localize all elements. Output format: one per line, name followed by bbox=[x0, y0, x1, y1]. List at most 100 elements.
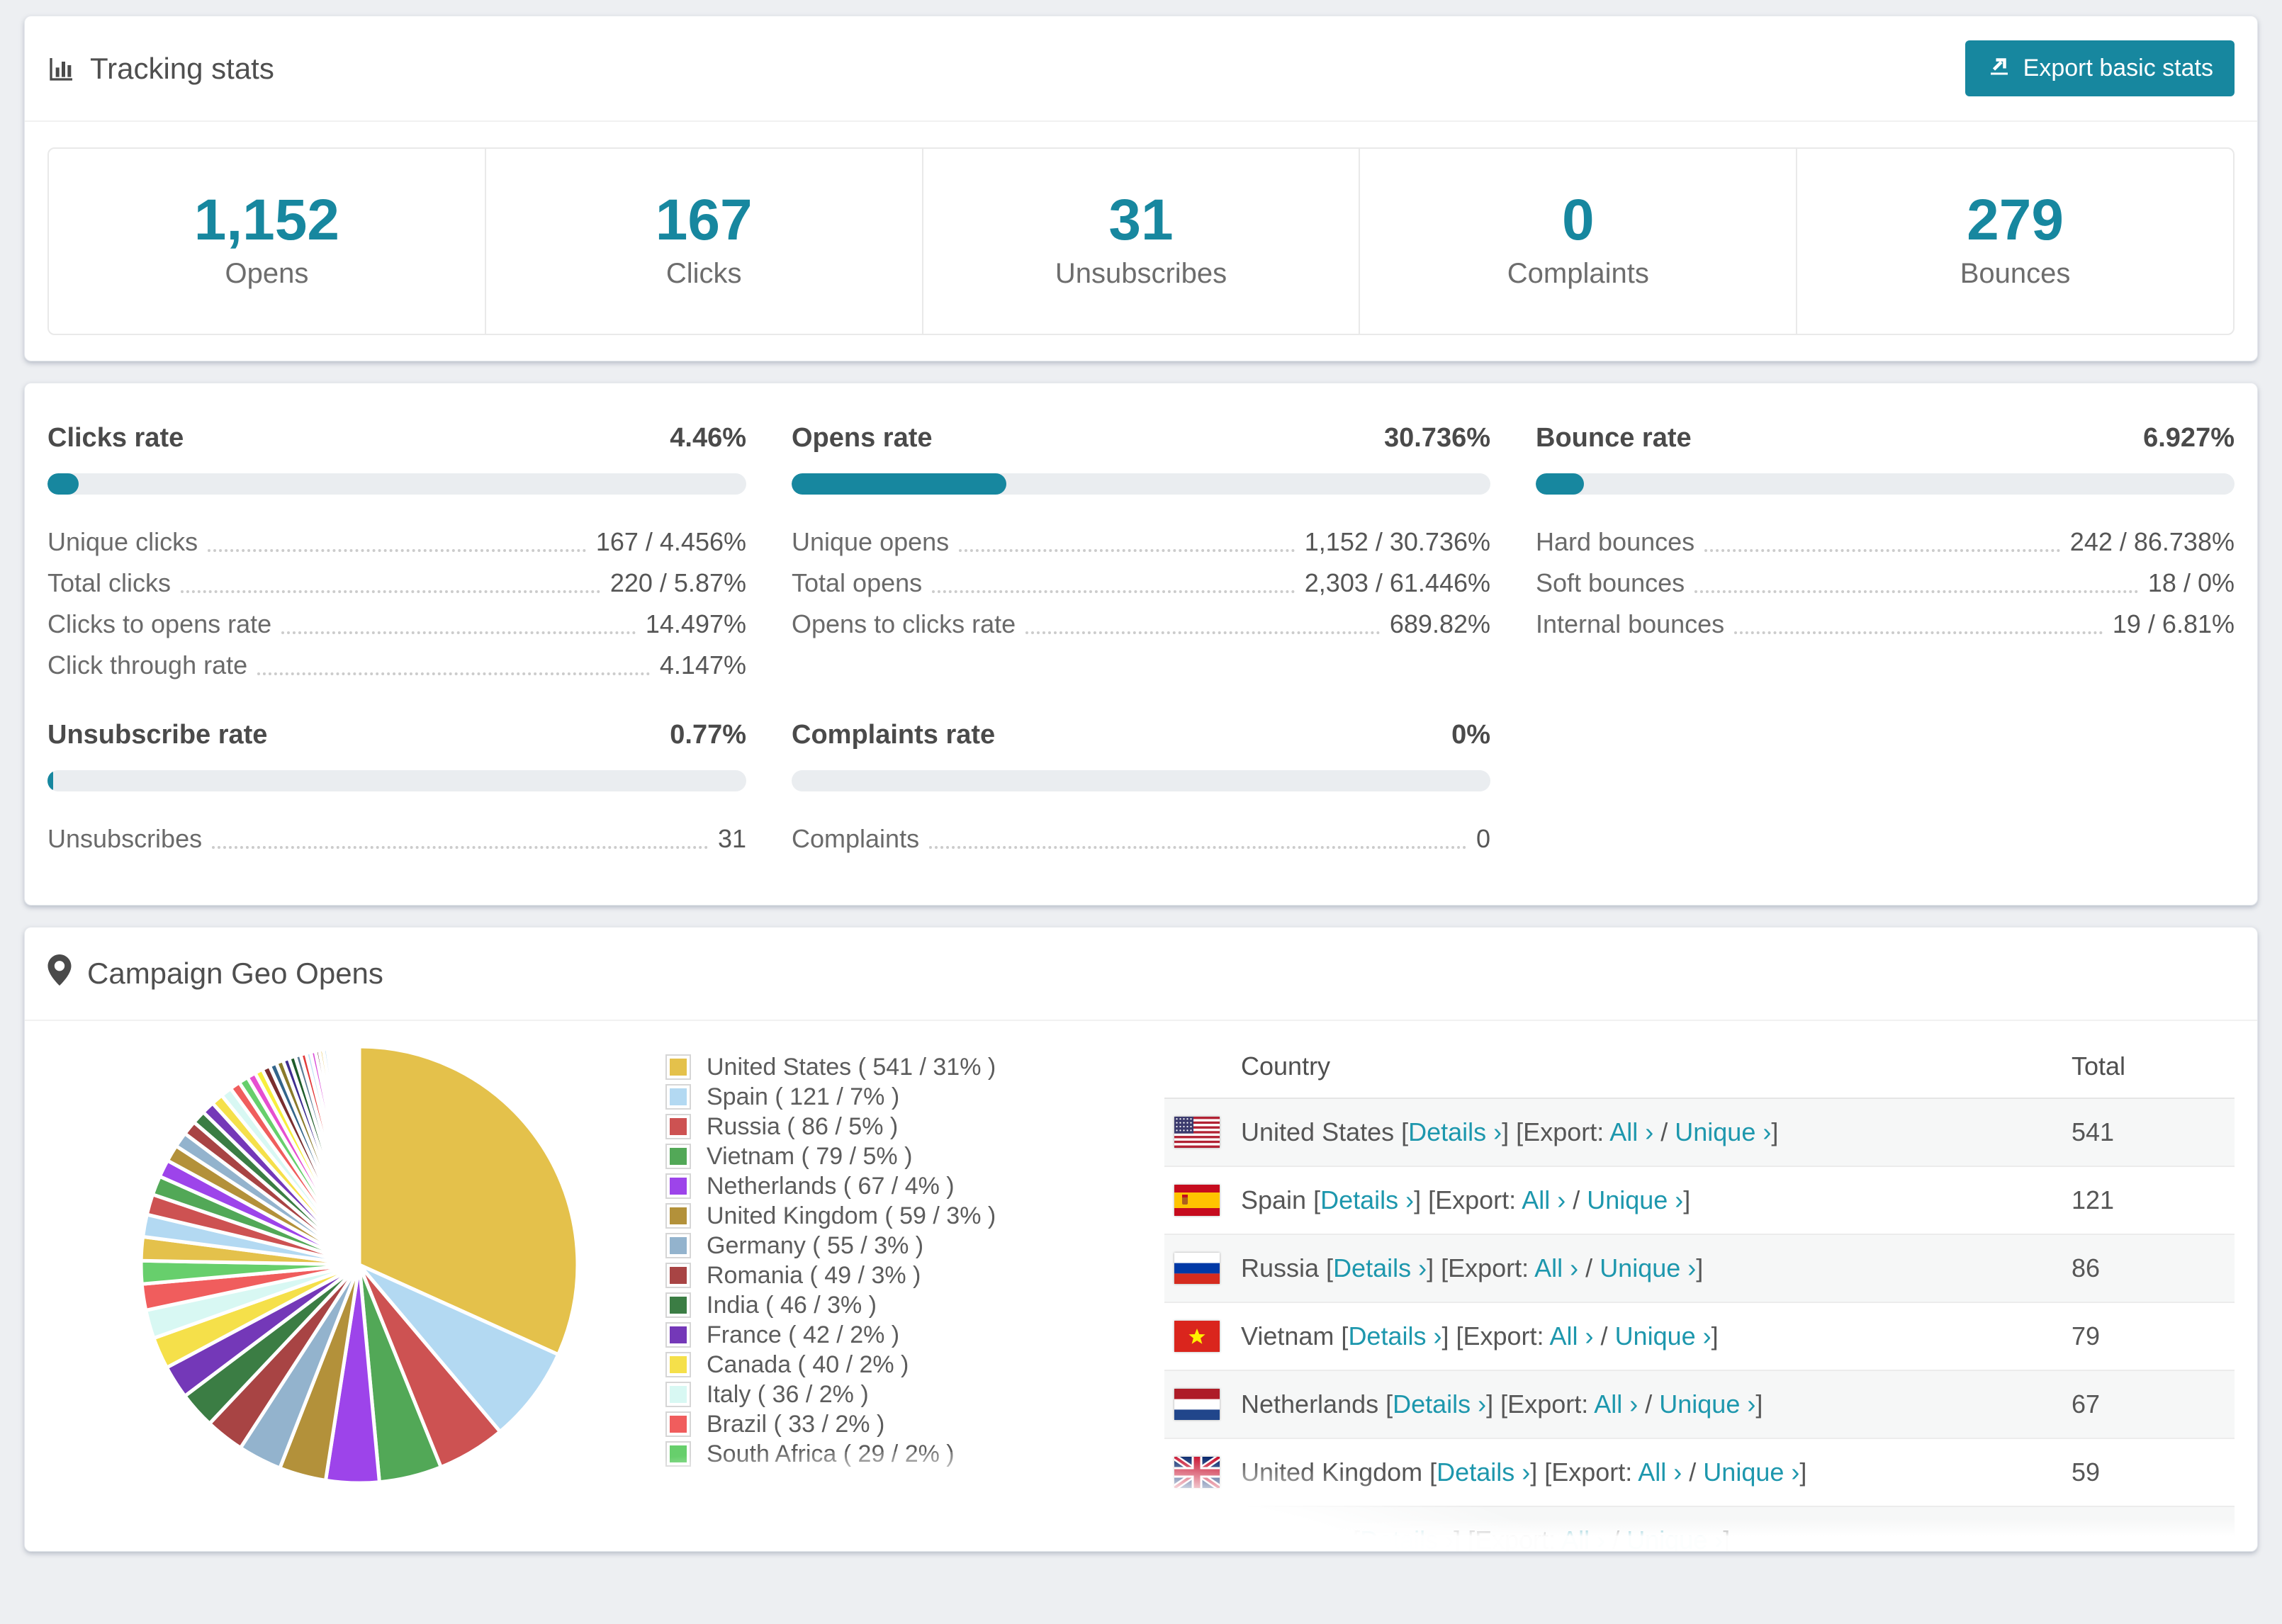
details-link[interactable]: Details › bbox=[1393, 1389, 1487, 1419]
dotted-leader bbox=[281, 631, 636, 635]
export-unique-link[interactable]: Unique › bbox=[1614, 1321, 1712, 1351]
bracket-text: / bbox=[1682, 1457, 1704, 1487]
legend-label: United States ( 541 / 31% ) bbox=[707, 1053, 996, 1081]
export-unique-link[interactable]: Unique › bbox=[1703, 1457, 1800, 1487]
legend-swatch bbox=[665, 1382, 691, 1408]
legend-label: Germany ( 55 / 3% ) bbox=[707, 1231, 924, 1259]
export-all-link[interactable]: All › bbox=[1609, 1117, 1654, 1147]
bracket-text: ] bbox=[1771, 1117, 1779, 1147]
table-row: United States [Details ›] [Export: All ›… bbox=[1164, 1099, 2235, 1168]
stat-label: Unsubscribes bbox=[1055, 258, 1227, 290]
dotted-leader bbox=[1694, 590, 2138, 594]
map-pin-icon bbox=[47, 954, 72, 993]
bracket-text: / bbox=[1566, 1185, 1587, 1215]
rate-panel-header: Clicks rate 4.46% bbox=[47, 423, 746, 453]
legend-item: Germany ( 55 / 3% ) bbox=[665, 1231, 1062, 1261]
bracket-text: ] bbox=[1711, 1321, 1719, 1351]
total-cell: 59 bbox=[2072, 1457, 2101, 1487]
rate-row-value: 18 / 0% bbox=[2147, 568, 2235, 598]
country-text: Russia [Details ›] [Export: All › / Uniq… bbox=[1241, 1253, 1703, 1283]
export-unique-link[interactable]: Unique › bbox=[1675, 1117, 1772, 1147]
country-cell: Spain [Details ›] [Export: All › / Uniqu… bbox=[1164, 1185, 2072, 1217]
rate-rows: Unique opens 1,152 / 30.736% Total opens 2,… bbox=[792, 521, 1490, 645]
total-cell: 541 bbox=[2072, 1117, 2115, 1147]
progress-bar-fill bbox=[47, 473, 79, 495]
rate-rows: Unsubscribes 31 bbox=[47, 818, 746, 859]
rate-row-value: 167 / 4.456% bbox=[595, 527, 746, 557]
export-all-link[interactable]: All › bbox=[1522, 1185, 1566, 1215]
rate-row-label: Clicks to opens rate bbox=[47, 609, 272, 639]
geo-header: Campaign Geo Opens bbox=[25, 927, 2257, 1022]
rate-title: Clicks rate bbox=[47, 423, 184, 453]
bracket-text: [ bbox=[1341, 1321, 1349, 1351]
bottom-fade-overlay bbox=[25, 1518, 2257, 1552]
export-unique-link[interactable]: Unique › bbox=[1600, 1253, 1697, 1283]
bracket-text: [ bbox=[1401, 1117, 1409, 1147]
legend-label: India ( 46 / 3% ) bbox=[707, 1291, 877, 1319]
legend-swatch bbox=[665, 1263, 691, 1289]
rate-panel-header: Bounce rate 6.927% bbox=[1536, 423, 2235, 453]
rate-row: Unique opens 1,152 / 30.736% bbox=[792, 521, 1490, 563]
legend-item: Brazil ( 33 / 2% ) bbox=[665, 1409, 1062, 1439]
export-unique-link[interactable]: Unique › bbox=[1659, 1389, 1756, 1419]
export-basic-stats-button[interactable]: Export basic stats bbox=[1965, 40, 2235, 96]
rate-row: Hard bounces 242 / 86.738% bbox=[1536, 521, 2235, 563]
dotted-leader bbox=[959, 549, 1295, 553]
rate-title: Bounce rate bbox=[1536, 423, 1692, 453]
legend-item: Netherlands ( 67 / 4% ) bbox=[665, 1171, 1062, 1201]
column-header-country: Country bbox=[1241, 1051, 1331, 1081]
country-text: Spain [Details ›] [Export: All › / Uniqu… bbox=[1241, 1185, 1690, 1215]
bracket-text: ] [Export: bbox=[1441, 1321, 1550, 1351]
country-cell: Vietnam [Details ›] [Export: All › / Uni… bbox=[1164, 1321, 2072, 1353]
export-icon bbox=[1986, 52, 2012, 84]
stat-value: 0 bbox=[1561, 188, 1595, 252]
country-name: Spain bbox=[1241, 1185, 1314, 1215]
rates-card: Clicks rate 4.46% Unique clicks 167 / 4.456… bbox=[24, 383, 2258, 906]
details-link[interactable]: Details › bbox=[1408, 1117, 1502, 1147]
total-cell: 86 bbox=[2072, 1253, 2101, 1283]
total-cell: 79 bbox=[2072, 1321, 2101, 1351]
table-row: Netherlands [Details ›] [Export: All › /… bbox=[1164, 1371, 2235, 1440]
export-all-link[interactable]: All › bbox=[1638, 1457, 1682, 1487]
details-link[interactable]: Details › bbox=[1348, 1321, 1442, 1351]
bracket-text: ] bbox=[1696, 1253, 1704, 1283]
legend-item: Russia ( 86 / 5% ) bbox=[665, 1112, 1062, 1141]
bracket-text: / bbox=[1653, 1117, 1675, 1147]
stat-cell: 167 Clicks bbox=[484, 149, 922, 334]
rate-row-label: Total clicks bbox=[47, 568, 172, 598]
legend-item: Vietnam ( 79 / 5% ) bbox=[665, 1141, 1062, 1171]
tracking-stats-title: Tracking stats bbox=[47, 52, 274, 86]
export-all-link[interactable]: All › bbox=[1549, 1321, 1594, 1351]
legend-swatch bbox=[665, 1084, 691, 1110]
rate-row-label: Opens to clicks rate bbox=[792, 609, 1016, 639]
table-row: Spain [Details ›] [Export: All › / Uniqu… bbox=[1164, 1167, 2235, 1236]
rate-row: Total opens 2,303 / 61.446% bbox=[792, 563, 1490, 604]
details-link[interactable]: Details › bbox=[1320, 1185, 1415, 1215]
rate-row: Clicks to opens rate 14.497% bbox=[47, 604, 746, 645]
stat-label: Clicks bbox=[665, 258, 742, 290]
export-all-link[interactable]: All › bbox=[1534, 1253, 1579, 1283]
progress-bar-fill bbox=[792, 473, 1007, 495]
flag-vn-icon bbox=[1174, 1321, 1220, 1353]
stat-cell: 1,152 Opens bbox=[49, 149, 485, 334]
legend-swatch bbox=[665, 1322, 691, 1348]
bracket-text: [ bbox=[1313, 1185, 1321, 1215]
rate-row: Opens to clicks rate 689.82% bbox=[792, 604, 1490, 645]
bracket-text: ] bbox=[1799, 1457, 1807, 1487]
export-all-link[interactable]: All › bbox=[1594, 1389, 1639, 1419]
details-link[interactable]: Details › bbox=[1333, 1253, 1427, 1283]
country-text: Vietnam [Details ›] [Export: All › / Uni… bbox=[1241, 1321, 1719, 1351]
export-unique-link[interactable]: Unique › bbox=[1587, 1185, 1684, 1215]
country-name: Russia bbox=[1241, 1253, 1327, 1283]
country-cell: United States [Details ›] [Export: All ›… bbox=[1164, 1117, 2072, 1149]
legend-label: Spain ( 121 / 7% ) bbox=[707, 1083, 900, 1110]
export-button-label: Export basic stats bbox=[2023, 55, 2213, 81]
legend-item: Canada ( 40 / 2% ) bbox=[665, 1350, 1062, 1380]
summary-stats: 1,152 Opens 167 Clicks 31 Unsubscribes 0 Compla… bbox=[47, 147, 2235, 336]
legend-swatch bbox=[665, 1203, 691, 1229]
geo-pie-chart bbox=[133, 1038, 586, 1495]
legend-label: Netherlands ( 67 / 4% ) bbox=[707, 1172, 955, 1200]
legend-item: Italy ( 36 / 2% ) bbox=[665, 1380, 1062, 1409]
dotted-leader bbox=[929, 846, 1466, 850]
rate-row-label: Hard bounces bbox=[1536, 527, 1695, 557]
